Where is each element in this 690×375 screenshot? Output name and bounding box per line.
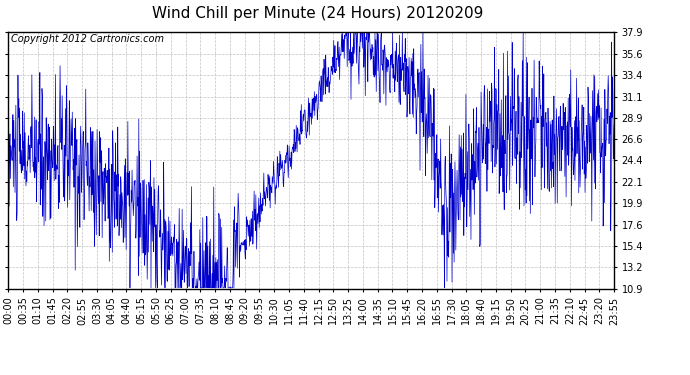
- Text: Copyright 2012 Cartronics.com: Copyright 2012 Cartronics.com: [11, 34, 164, 45]
- Text: Wind Chill per Minute (24 Hours) 20120209: Wind Chill per Minute (24 Hours) 2012020…: [152, 6, 483, 21]
